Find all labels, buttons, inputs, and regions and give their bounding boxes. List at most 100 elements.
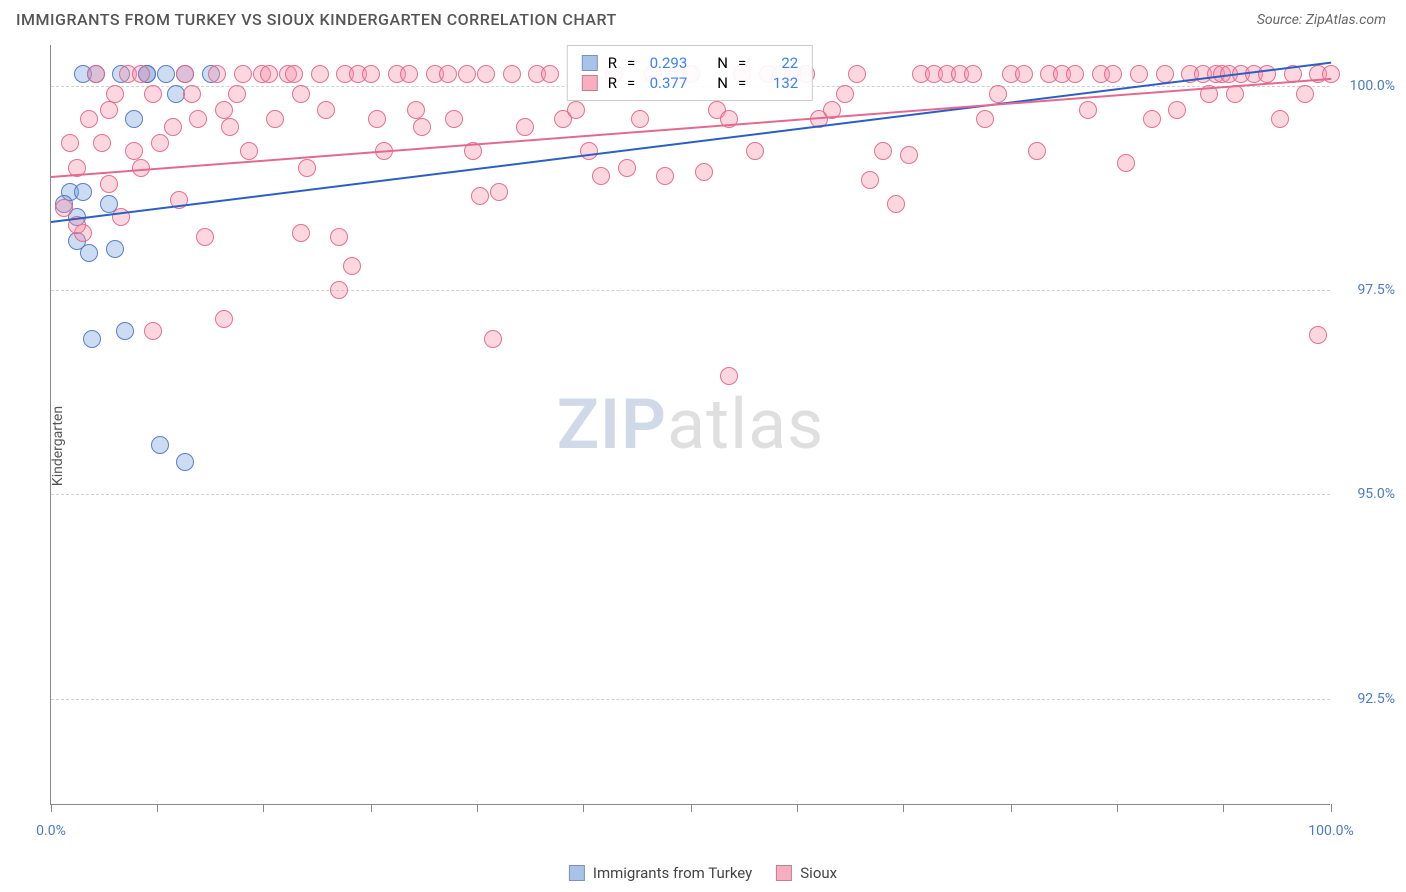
scatter-point (61, 134, 79, 152)
scatter-point (848, 65, 866, 83)
scatter-point (976, 110, 994, 128)
scatter-point (83, 330, 101, 348)
gridline-h (51, 290, 1330, 291)
watermark-atlas: atlas (667, 384, 824, 466)
stat-equals: = (627, 54, 635, 72)
scatter-point (541, 65, 559, 83)
stat-n-label: N (717, 74, 728, 92)
plot-area: ZIPatlas 92.5%95.0%97.5%100.0%0.0%100.0% (50, 45, 1330, 805)
scatter-point (106, 240, 124, 258)
x-tick (263, 804, 264, 812)
scatter-point (215, 310, 233, 328)
scatter-point (164, 118, 182, 136)
x-tick (1117, 804, 1118, 812)
x-tick (903, 804, 904, 812)
scatter-point (503, 65, 521, 83)
legend-item: Sioux (776, 864, 837, 882)
scatter-point (1015, 65, 1033, 83)
scatter-point (1168, 101, 1186, 119)
x-tick (1011, 804, 1012, 812)
chart-header: IMMIGRANTS FROM TURKEY VS SIOUX KINDERGA… (0, 0, 1406, 37)
stats-row: R=0.293N=22 (582, 54, 798, 72)
scatter-point (176, 65, 194, 83)
scatter-point (1156, 65, 1174, 83)
legend-swatch (569, 865, 585, 881)
scatter-point (1117, 154, 1135, 172)
scatter-point (132, 65, 150, 83)
stat-r-label: R (608, 54, 617, 72)
scatter-point (215, 101, 233, 119)
scatter-point (618, 159, 636, 177)
scatter-point (189, 110, 207, 128)
scatter-point (234, 65, 252, 83)
scatter-point (144, 322, 162, 340)
scatter-point (55, 199, 73, 217)
x-tick (1331, 804, 1332, 812)
legend-label: Immigrants from Turkey (593, 864, 752, 882)
bottom-legend: Immigrants from Turkey Sioux (569, 864, 837, 882)
x-tick (1223, 804, 1224, 812)
scatter-point (471, 187, 489, 205)
scatter-point (292, 224, 310, 242)
scatter-point (900, 146, 918, 164)
stat-r-label: R (608, 74, 617, 92)
scatter-point (746, 142, 764, 160)
scatter-point (176, 453, 194, 471)
scatter-point (407, 101, 425, 119)
scatter-point (887, 195, 905, 213)
scatter-point (516, 118, 534, 136)
scatter-point (125, 110, 143, 128)
legend-label: Sioux (800, 864, 837, 882)
y-tick-label: 95.0% (1340, 486, 1395, 502)
scatter-point (183, 85, 201, 103)
x-tick-label: 0.0% (36, 823, 66, 839)
stats-box: R=0.293N=22R=0.377N=132 (567, 45, 813, 101)
plot-container: ZIPatlas 92.5%95.0%97.5%100.0%0.0%100.0%… (50, 45, 1330, 805)
x-tick (157, 804, 158, 812)
scatter-point (964, 65, 982, 83)
legend-swatch (582, 75, 598, 91)
scatter-point (80, 244, 98, 262)
x-tick-label: 100.0% (1308, 823, 1353, 839)
scatter-point (330, 281, 348, 299)
scatter-point (656, 167, 674, 185)
y-tick-label: 92.5% (1340, 691, 1395, 707)
legend-item: Immigrants from Turkey (569, 864, 752, 882)
scatter-point (400, 65, 418, 83)
scatter-point (106, 85, 124, 103)
gridline-h (51, 494, 1330, 495)
scatter-point (1296, 85, 1314, 103)
watermark: ZIPatlas (557, 384, 825, 466)
stat-n-value: 22 (756, 54, 798, 72)
chart-source: Source: ZipAtlas.com (1257, 12, 1386, 28)
scatter-point (311, 65, 329, 83)
watermark-zip: ZIP (557, 384, 667, 466)
stat-n-value: 132 (756, 74, 798, 92)
scatter-point (1271, 110, 1289, 128)
scatter-point (1079, 101, 1097, 119)
scatter-point (112, 208, 130, 226)
scatter-point (874, 142, 892, 160)
scatter-point (285, 65, 303, 83)
scatter-point (240, 142, 258, 160)
scatter-point (1130, 65, 1148, 83)
scatter-point (439, 65, 457, 83)
x-tick (691, 804, 692, 812)
scatter-point (720, 367, 738, 385)
scatter-point (228, 85, 246, 103)
x-tick (583, 804, 584, 812)
gridline-h (51, 699, 1330, 700)
scatter-point (861, 171, 879, 189)
scatter-point (695, 163, 713, 181)
scatter-point (989, 85, 1007, 103)
scatter-point (343, 257, 361, 275)
scatter-point (567, 101, 585, 119)
scatter-point (362, 65, 380, 83)
scatter-point (1143, 110, 1161, 128)
y-tick-label: 97.5% (1340, 282, 1395, 298)
scatter-point (87, 65, 105, 83)
x-tick (371, 804, 372, 812)
scatter-point (144, 85, 162, 103)
scatter-point (413, 118, 431, 136)
scatter-point (80, 110, 98, 128)
